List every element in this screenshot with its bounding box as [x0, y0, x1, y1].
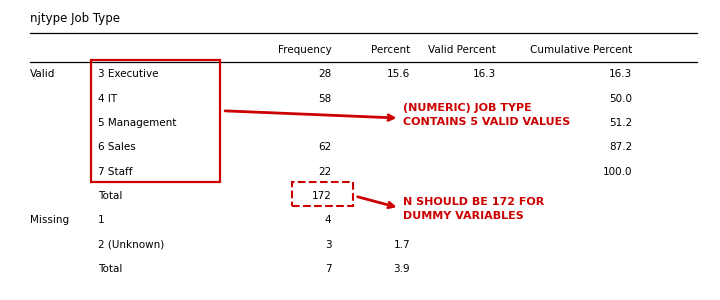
- Text: 16.3: 16.3: [473, 69, 496, 79]
- Text: 87.2: 87.2: [609, 142, 633, 152]
- Text: 7: 7: [325, 264, 331, 274]
- Text: N SHOULD BE 172 FOR
DUMMY VARIABLES: N SHOULD BE 172 FOR DUMMY VARIABLES: [403, 197, 544, 221]
- Text: 3.9: 3.9: [394, 264, 410, 274]
- Text: 1.7: 1.7: [394, 240, 410, 250]
- Text: 4: 4: [325, 215, 331, 225]
- Text: Total: Total: [98, 264, 122, 274]
- Text: 50.0: 50.0: [610, 94, 633, 103]
- Text: 4 IT: 4 IT: [98, 94, 117, 103]
- Text: njtype Job Type: njtype Job Type: [30, 12, 120, 25]
- Text: 15.6: 15.6: [387, 69, 410, 79]
- Text: 5 Management: 5 Management: [98, 118, 176, 128]
- Text: Percent: Percent: [371, 45, 410, 56]
- Text: 172: 172: [312, 191, 331, 201]
- Text: 7 Staff: 7 Staff: [98, 167, 132, 177]
- Text: 1: 1: [98, 215, 105, 225]
- Text: Valid Percent: Valid Percent: [428, 45, 496, 56]
- Text: (NUMERIC) JOB TYPE
CONTAINS 5 VALID VALUES: (NUMERIC) JOB TYPE CONTAINS 5 VALID VALU…: [403, 103, 570, 127]
- Text: 51.2: 51.2: [609, 118, 633, 128]
- Text: Total: Total: [98, 191, 122, 201]
- Text: 6 Sales: 6 Sales: [98, 142, 136, 152]
- Text: 3 Executive: 3 Executive: [98, 69, 158, 79]
- Text: 16.3: 16.3: [609, 69, 633, 79]
- Text: Cumulative Percent: Cumulative Percent: [531, 45, 633, 56]
- Text: 2 (Unknown): 2 (Unknown): [98, 240, 164, 250]
- Text: Frequency: Frequency: [278, 45, 331, 56]
- Text: 22: 22: [318, 167, 331, 177]
- Text: 58: 58: [318, 94, 331, 103]
- Text: 100.0: 100.0: [603, 167, 633, 177]
- Text: Valid: Valid: [30, 69, 55, 79]
- Text: 62: 62: [318, 142, 331, 152]
- Text: Missing: Missing: [30, 215, 69, 225]
- Text: 28: 28: [318, 69, 331, 79]
- Text: 3: 3: [325, 240, 331, 250]
